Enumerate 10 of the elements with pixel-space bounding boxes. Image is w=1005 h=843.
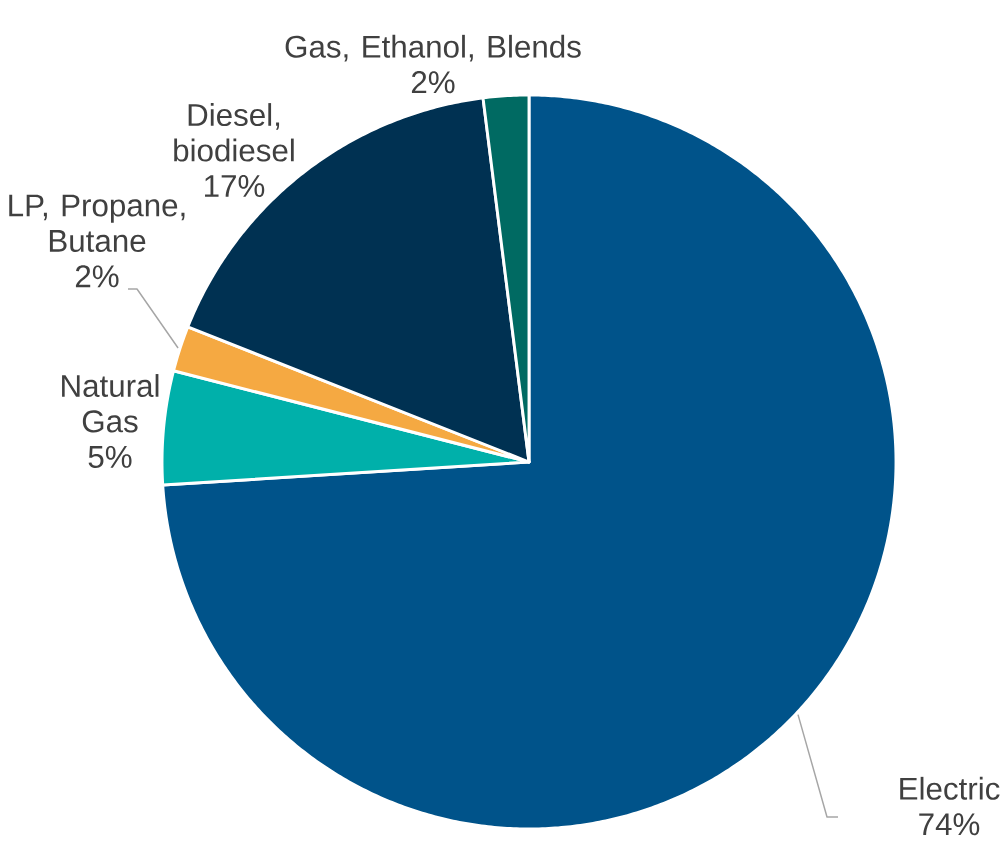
slice-label: Diesel, biodiesel — [174, 103, 294, 162]
data-label: 2% — [411, 71, 455, 94]
data-label: 17% — [205, 174, 265, 197]
slice-label: Natural Gas — [62, 374, 159, 433]
data-label: 5% — [88, 445, 132, 468]
slice-label: LP, Propane, Butane — [9, 194, 185, 252]
slice-label: Electric — [900, 776, 1000, 800]
data-label: 2% — [75, 265, 119, 288]
data-label: 74% — [919, 813, 980, 836]
slice-label: Gas, Ethanol, Blends — [285, 34, 581, 62]
